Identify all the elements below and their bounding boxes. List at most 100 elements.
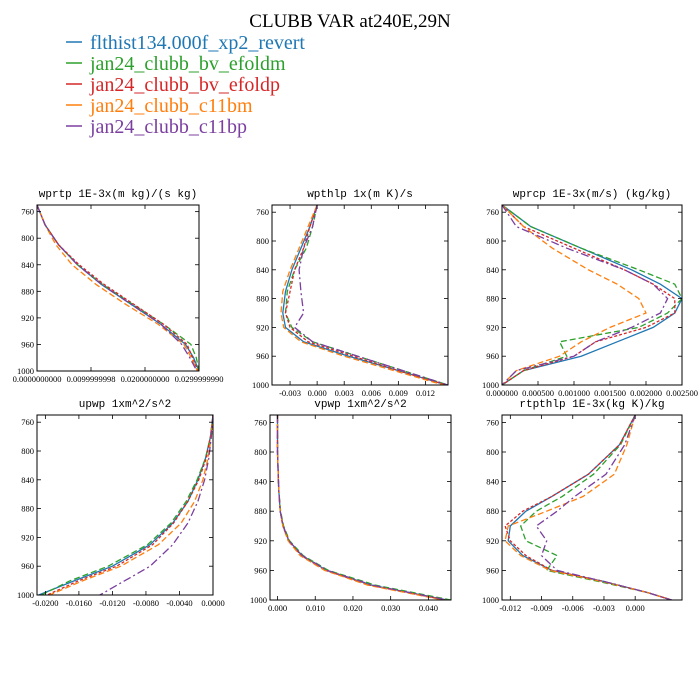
y-tick-label: 840 — [256, 265, 269, 275]
series-line — [99, 415, 213, 595]
series-line — [280, 205, 444, 385]
series-line — [37, 205, 199, 371]
y-tick-label: 1000 — [17, 366, 34, 376]
x-tick-label: 0.000 — [268, 603, 287, 613]
y-tick-label: 1000 — [482, 380, 499, 390]
series-line — [535, 415, 672, 600]
y-tick-label: 800 — [256, 236, 269, 246]
x-tick-label: 0.0200000000 — [121, 374, 170, 384]
panel-title: upwp 1xm^2/s^2 — [79, 399, 171, 411]
plot-frame — [271, 204, 449, 386]
series-line — [276, 415, 448, 600]
series-line — [276, 415, 446, 600]
panels: wprtp 1E-3x(m kg)/(s kg) 760 800 840 880 920 9… — [13, 189, 698, 613]
series-line — [502, 205, 669, 385]
series-group — [504, 415, 672, 600]
x-tick-label: 0.000000 — [486, 388, 518, 398]
y-tick-label: 760 — [486, 417, 499, 427]
x-tick-label: -0.0160 — [66, 598, 92, 608]
x-tick-label: 0.003 — [335, 388, 354, 398]
series-line — [293, 205, 448, 385]
legend-label: jan24_clubb_bv_efoldm — [89, 53, 286, 75]
x-tick-label: 0.000500 — [522, 388, 554, 398]
x-tick-label: -0.0080 — [133, 598, 159, 608]
y-tick-label: 880 — [21, 504, 34, 514]
y-tick-label: 920 — [486, 322, 499, 332]
x-tick-label: 0.002000 — [630, 388, 662, 398]
y-tick-label: 880 — [254, 506, 267, 516]
x-tick-label: -0.009 — [531, 603, 553, 613]
series-line — [38, 415, 213, 595]
x-tick-label: 0.009 — [389, 388, 408, 398]
y-tick-label: 800 — [21, 233, 34, 243]
series-group — [37, 205, 199, 371]
panel: wprcp 1E-3x(m/s) (kg/kg) 760 800 840 880 920 9… — [482, 189, 698, 398]
y-tick-label: 760 — [486, 207, 499, 217]
plot-frame — [501, 204, 683, 386]
x-tick-label: 0.0000000000 — [13, 374, 62, 384]
y-tick-label: 920 — [486, 536, 499, 546]
panel: wpthlp 1x(m K)/s 760 800 840 880 920 960 1000 -0… — [252, 189, 449, 398]
figure-title: CLUBB VAR at240E,29N — [249, 11, 451, 32]
legend-entry: jan24_clubb_bv_efoldm — [66, 53, 286, 75]
panel: upwp 1xm^2/s^27608008408809209601000-0.0… — [17, 399, 225, 608]
y-tick-label: 920 — [256, 322, 269, 332]
x-tick-label: 0.0099999998 — [67, 374, 116, 384]
x-tick-label: -0.003 — [593, 603, 615, 613]
series-line — [276, 415, 448, 600]
x-tick-label: -0.0120 — [99, 598, 125, 608]
y-tick-label: 760 — [256, 207, 269, 217]
series-line — [276, 415, 451, 600]
series-line — [276, 415, 444, 600]
legend-entry: flthist134.000f_xp2_revert — [66, 32, 305, 54]
series-group — [502, 205, 682, 385]
y-tick-label: 880 — [256, 294, 269, 304]
legend-entry: jan24_clubb_bv_efoldp — [66, 74, 280, 96]
legend-label: jan24_clubb_bv_efoldp — [89, 74, 280, 96]
x-tick-label: 0.0000 — [201, 598, 224, 608]
panel: rtpthlp 1E-3x(kg K)/kg 760 800 840 880 920 960… — [482, 399, 683, 613]
panel-title: wpthlp 1x(m K)/s — [307, 189, 413, 201]
y-tick-label: 840 — [254, 477, 267, 487]
legend-entry: jan24_clubb_c11bm — [66, 95, 253, 117]
x-tick-label: 0.006 — [362, 388, 381, 398]
series-group — [38, 415, 213, 595]
y-tick-label: 800 — [486, 236, 499, 246]
series-line — [46, 415, 213, 595]
series-line — [37, 205, 198, 371]
x-tick-label: -0.006 — [562, 603, 584, 613]
series-line — [40, 415, 213, 595]
y-tick-label: 840 — [21, 260, 34, 270]
series-line — [37, 205, 199, 371]
series-line — [519, 415, 672, 600]
plot-frame — [501, 414, 683, 601]
y-tick-label: 800 — [254, 447, 267, 457]
panel: wprtp 1E-3x(m kg)/(s kg) 760 800 840 880 920 9… — [13, 189, 224, 384]
y-tick-label: 880 — [486, 506, 499, 516]
x-tick-label: 0.030 — [381, 603, 400, 613]
series-line — [37, 205, 199, 371]
y-tick-label: 1000 — [250, 595, 267, 605]
y-tick-label: 960 — [254, 565, 267, 575]
x-tick-label: 0.000 — [626, 603, 645, 613]
y-tick-label: 960 — [21, 561, 34, 571]
y-tick-label: 1000 — [482, 595, 499, 605]
panel-title: vpwp 1xm^2/s^2 — [314, 399, 406, 411]
panel-title: wprcp 1E-3x(m/s) (kg/kg) — [513, 189, 671, 201]
y-tick-label: 960 — [256, 351, 269, 361]
y-tick-label: 920 — [21, 532, 34, 542]
panel: vpwp 1xm^2/s^2 760 800 840 880 920 960 10000.00… — [250, 399, 452, 613]
plot-frame — [36, 204, 200, 372]
y-tick-label: 1000 — [17, 590, 34, 600]
y-tick-label: 880 — [21, 286, 34, 296]
series-line — [504, 415, 672, 600]
x-tick-label: -0.003 — [279, 388, 301, 398]
y-tick-label: 960 — [21, 339, 34, 349]
y-tick-label: 760 — [21, 417, 34, 427]
legend-label: jan24_clubb_c11bm — [89, 95, 253, 117]
legend-label: jan24_clubb_c11bp — [89, 116, 247, 138]
y-tick-label: 760 — [21, 207, 34, 217]
x-tick-label: -0.012 — [499, 603, 521, 613]
y-tick-label: 880 — [486, 294, 499, 304]
